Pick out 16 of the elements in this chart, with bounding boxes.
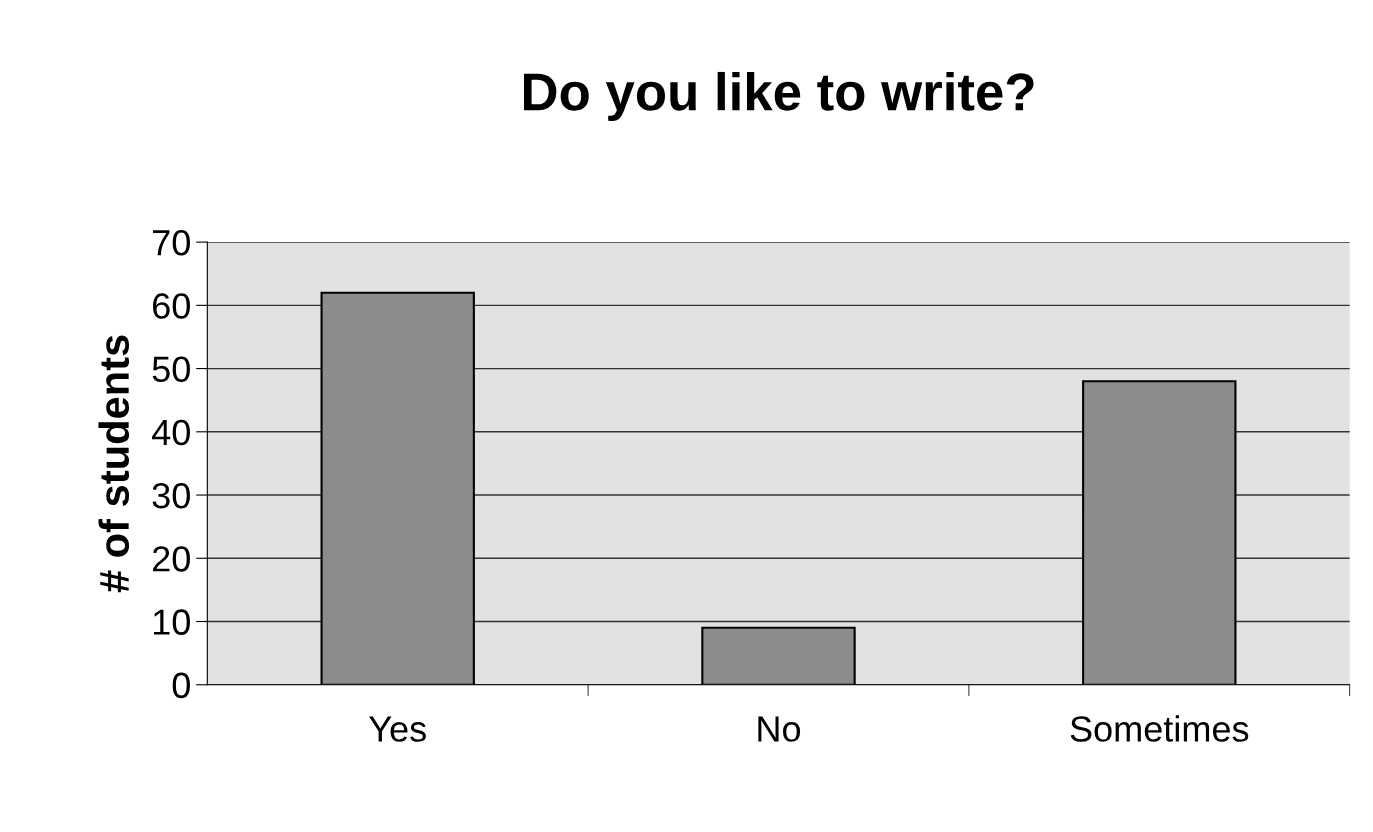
x-tick-label: Sometimes: [1070, 715, 1249, 742]
chart-title: Do you like to write?: [523, 71, 1034, 122]
y-tick-label: 70: [153, 229, 190, 256]
bar: [1082, 380, 1237, 685]
bar: [320, 291, 475, 685]
y-tick-label: 60: [153, 293, 190, 319]
y-tick-label: 50: [152, 356, 190, 383]
y-tick-label: 30: [152, 482, 190, 509]
y-axis-title: # of students: [98, 335, 130, 593]
bar: [701, 626, 856, 685]
y-tick-label: 10: [153, 609, 190, 635]
x-tick-label: No: [758, 716, 801, 742]
y-tick-label: 40: [152, 419, 190, 446]
x-tick-label: Yes: [369, 716, 426, 742]
y-tick-label: 20: [153, 546, 190, 572]
y-tick-label: 0: [172, 672, 190, 699]
